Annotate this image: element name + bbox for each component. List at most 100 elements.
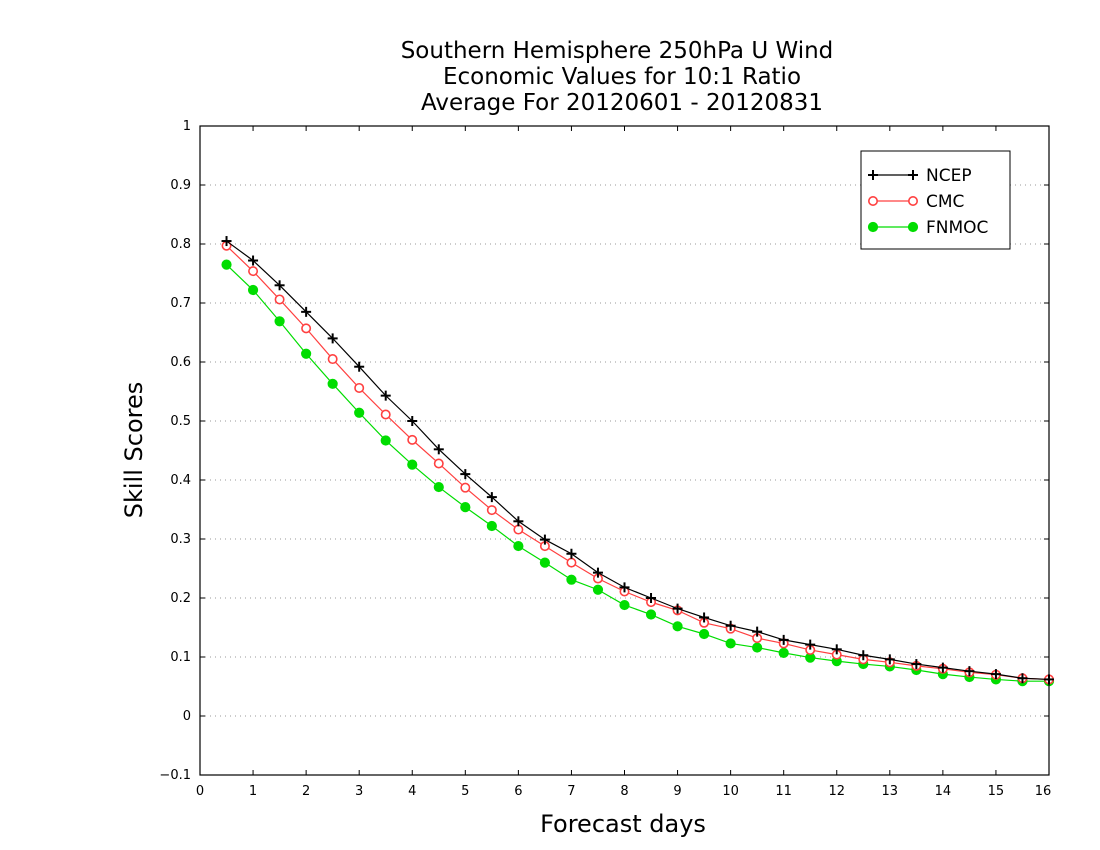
y-tick-label: 0.9 [170, 178, 191, 193]
data-point-fnmoc [221, 259, 232, 270]
legend-entry-ncep: NCEP [868, 166, 972, 186]
plot-frame [199, 125, 1050, 776]
data-point-cmc [566, 557, 577, 568]
data-point-ncep [354, 361, 365, 372]
data-point-fnmoc [354, 407, 365, 418]
data-point-fnmoc [301, 348, 312, 359]
series-line-fnmoc [226, 264, 1049, 682]
title-line-2: Economic Values for 10:1 Ratio [443, 64, 801, 90]
x-tick-label: 11 [775, 784, 792, 799]
data-point-fnmoc [539, 557, 551, 568]
data-point-fnmoc [380, 435, 391, 446]
legend-marker [907, 196, 918, 207]
data-point-cmc [354, 382, 365, 393]
data-point-ncep [248, 255, 259, 266]
legend-entry-cmc: CMC [867, 192, 964, 212]
data-point-ncep [964, 666, 975, 677]
y-tick-label: 0.1 [170, 650, 191, 665]
data-point-ncep [221, 236, 232, 247]
data-point-ncep [380, 390, 391, 401]
data-point-fnmoc [513, 540, 524, 552]
data-point-fnmoc [672, 621, 683, 632]
legend-marker [867, 221, 879, 233]
data-point-ncep [301, 306, 312, 317]
data-point-ncep [937, 662, 948, 673]
legend-box [860, 150, 1011, 250]
data-point-ncep [805, 639, 816, 650]
data-point-ncep [566, 548, 577, 559]
data-point-fnmoc [327, 378, 338, 389]
data-point-ncep [990, 669, 1001, 680]
data-point-cmc [513, 524, 524, 535]
legend-marker [908, 170, 918, 180]
data-point-ncep [539, 534, 550, 545]
y-tick-label: 0.3 [170, 532, 191, 547]
series-ncep [221, 236, 1054, 685]
data-point-cmc [380, 409, 391, 420]
x-tick-label: 13 [882, 784, 899, 799]
data-point-ncep [699, 612, 710, 623]
legend-entries: NCEP CMC FNMOC [867, 166, 988, 238]
x-tick-label: 16 [1035, 784, 1052, 799]
legend-label: FNMOC [926, 218, 988, 238]
legend-marker [907, 221, 919, 233]
data-point-cmc [433, 458, 444, 469]
data-point-ncep [884, 654, 895, 665]
data-point-ncep [592, 567, 603, 578]
legend-entry-fnmoc: FNMOC [867, 218, 988, 238]
data-point-ncep [778, 634, 789, 645]
series-line-cmc [226, 245, 1050, 681]
data-point-fnmoc [752, 642, 763, 653]
data-point-ncep [672, 603, 683, 614]
data-point-ncep [460, 469, 471, 480]
series-line-ncep [226, 240, 1050, 681]
title-line-3: Average For 20120601 - 20120831 [421, 90, 823, 116]
data-point-ncep [619, 582, 630, 593]
data-point-cmc [407, 434, 418, 445]
data-point-fnmoc [698, 628, 710, 640]
legend: NCEP CMC FNMOC [860, 150, 1011, 250]
x-tick-label: 7 [567, 784, 575, 799]
x-tick-label: 0 [196, 784, 204, 799]
data-point-ncep [407, 416, 418, 426]
data-point-ncep [486, 492, 497, 503]
y-tick-label: 0.8 [170, 237, 191, 252]
x-tick-label: 14 [935, 784, 952, 799]
data-point-cmc [301, 323, 312, 334]
y-axis-label: Skill Scores [120, 382, 148, 519]
data-point-fnmoc [645, 609, 657, 620]
data-point-ncep [327, 333, 338, 344]
data-point-cmc [460, 482, 471, 493]
data-point-fnmoc [778, 647, 789, 658]
data-point-fnmoc [486, 520, 497, 532]
axis-ticks: −0.100.10.20.30.40.50.60.70.80.910 1 2 3 4 5 6… [159, 119, 1051, 799]
legend-label: CMC [926, 192, 964, 212]
data-point-ncep [433, 444, 444, 455]
x-tick-label: 4 [408, 784, 416, 799]
data-point-fnmoc [725, 638, 736, 649]
data-point-cmc [486, 505, 497, 516]
gridlines [200, 184, 1049, 717]
x-axis-label: Forecast days [540, 810, 706, 838]
series-cmc [221, 240, 1055, 685]
x-tick-label: 5 [461, 784, 469, 799]
y-tick-label: 0.2 [170, 591, 191, 606]
data-point-fnmoc [274, 316, 285, 327]
y-tick-label: 0 [183, 709, 191, 724]
x-tick-label: 9 [673, 784, 681, 799]
x-tick-label: 12 [828, 784, 845, 799]
chart-title: Southern Hemisphere 250hPa U Wind Econom… [401, 38, 834, 116]
data-point-ncep [752, 626, 763, 637]
data-point-ncep [646, 593, 657, 603]
x-tick-label: 15 [988, 784, 1005, 799]
data-point-ncep [858, 650, 869, 661]
data-point-fnmoc [407, 459, 418, 470]
data-point-fnmoc [460, 502, 471, 513]
data-point-ncep [831, 644, 842, 655]
y-tick-label: 1 [183, 119, 191, 134]
data-point-fnmoc [566, 574, 577, 585]
data-point-ncep [911, 659, 922, 670]
data-point-ncep [274, 280, 285, 291]
data-point-fnmoc [247, 284, 259, 296]
